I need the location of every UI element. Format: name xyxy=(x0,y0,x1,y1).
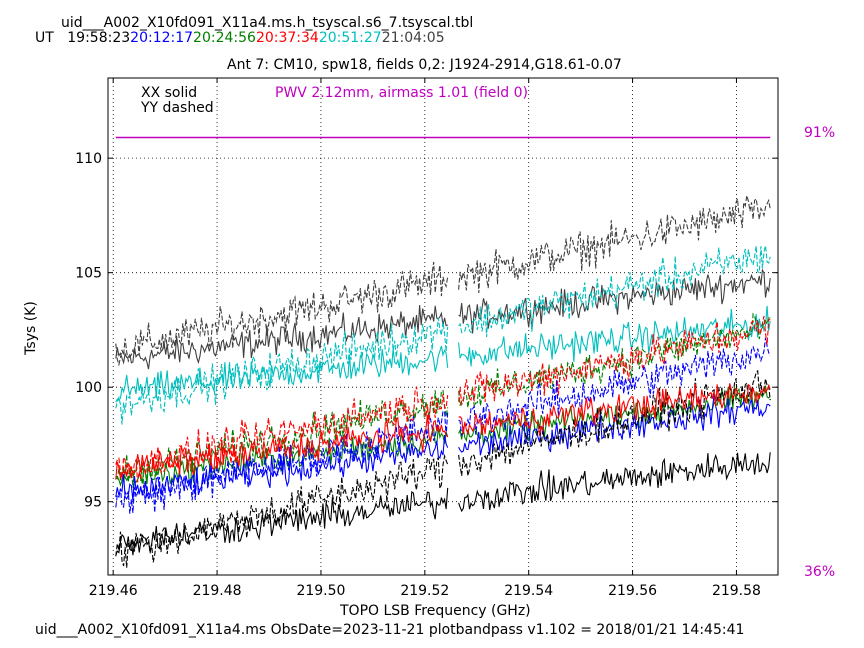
footer-info: uid___A002_X10fd091_X11a4.ms ObsDate=202… xyxy=(35,622,745,638)
y-tick-label: 95 xyxy=(84,495,102,511)
series-xx-0 xyxy=(115,268,771,370)
ut-time-2: 20:24:56 xyxy=(193,30,256,46)
series-xx-10 xyxy=(115,383,771,480)
pwv-annotation: PWV 2.12mm, airmass 1.01 (field 0) xyxy=(275,85,529,101)
plot-frame xyxy=(107,77,779,576)
series-yy-3 xyxy=(115,245,771,425)
x-tick-label: 219.58 xyxy=(712,583,761,599)
legend-yy-dashed: YY dashed xyxy=(141,100,214,116)
legend-xx-solid: XX solid xyxy=(141,85,198,101)
x-tick-label: 219.46 xyxy=(89,583,138,599)
x-axis-label: TOPO LSB Frequency (GHz) xyxy=(340,603,531,619)
tick-layer: 219.46 219.48 219.50 219.52 219.54 219.56 219.… xyxy=(75,78,778,599)
x-tick-label: 219.56 xyxy=(608,583,657,599)
x-tick-label: 219.50 xyxy=(296,583,345,599)
series-yy-11 xyxy=(115,315,771,483)
x-tick-label: 219.52 xyxy=(400,583,449,599)
series-xx-6 xyxy=(115,395,771,501)
ut-time-1: 20:12:17 xyxy=(130,30,194,46)
series-yy-7 xyxy=(115,337,771,514)
atm-percent-top: 91% xyxy=(804,125,836,141)
x-tick-label: 219.48 xyxy=(193,583,242,599)
ut-time-5: 21:04:05 xyxy=(381,30,445,46)
series-yy-5 xyxy=(115,312,771,488)
atm-percent-bottom: 36% xyxy=(804,564,836,580)
y-tick-label: 100 xyxy=(75,380,102,396)
y-axis-label: Tsys (K) xyxy=(22,301,39,355)
ut-times: 19:58:2320:12:1720:24:5620:37:3420:51:27… xyxy=(67,30,444,46)
ut-time-3: 20:37:34 xyxy=(255,30,319,46)
series-layer xyxy=(115,195,771,568)
x-tick-label: 219.54 xyxy=(504,583,553,599)
chart-title: Ant 7: CM10, spw18, fields 0,2: J1924-29… xyxy=(227,57,622,73)
ut-time-0: 19:58:23 xyxy=(67,30,131,46)
series-yy-1 xyxy=(115,195,771,367)
ut-time-row: UT 19:58:2320:12:1720:24:5620:37:3420:51… xyxy=(35,30,445,46)
ut-time-4: 20:51:27 xyxy=(318,30,382,46)
ut-label: UT xyxy=(35,30,54,46)
table-filename: uid___A002_X10fd091_X11a4.ms.h_tsyscal.s… xyxy=(61,15,474,31)
y-tick-label: 110 xyxy=(75,151,102,167)
y-tick-label: 105 xyxy=(75,266,102,282)
